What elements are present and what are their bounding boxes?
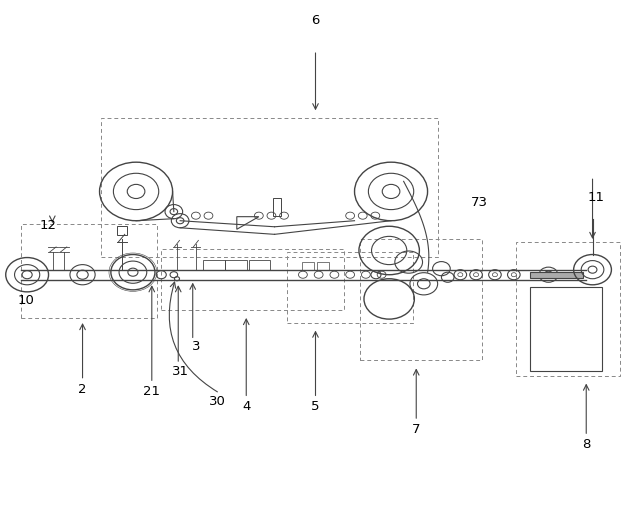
- Text: 2: 2: [78, 382, 87, 395]
- Text: 7: 7: [412, 422, 420, 435]
- Text: 30: 30: [209, 394, 227, 408]
- Bar: [117, 227, 127, 236]
- Bar: [360, 240, 482, 361]
- Bar: [21, 225, 157, 318]
- Bar: [203, 260, 225, 270]
- Text: 4: 4: [242, 399, 251, 413]
- Bar: [287, 252, 413, 323]
- Text: 21: 21: [143, 384, 160, 397]
- Bar: [317, 263, 329, 270]
- Bar: [302, 263, 314, 270]
- Text: 11: 11: [587, 190, 604, 204]
- Text: 8: 8: [582, 437, 591, 450]
- Bar: [529, 272, 583, 278]
- Text: 5: 5: [311, 399, 320, 413]
- Bar: [162, 250, 344, 311]
- Text: 12: 12: [39, 218, 56, 231]
- Text: 6: 6: [311, 14, 320, 27]
- Bar: [529, 288, 602, 371]
- Text: 10: 10: [18, 294, 34, 307]
- Text: 3: 3: [192, 339, 200, 352]
- Bar: [516, 242, 620, 376]
- Bar: [249, 260, 270, 270]
- Bar: [225, 260, 247, 270]
- Bar: [102, 119, 439, 258]
- Text: 73: 73: [471, 195, 488, 209]
- Bar: [273, 198, 281, 216]
- Text: 31: 31: [172, 365, 189, 377]
